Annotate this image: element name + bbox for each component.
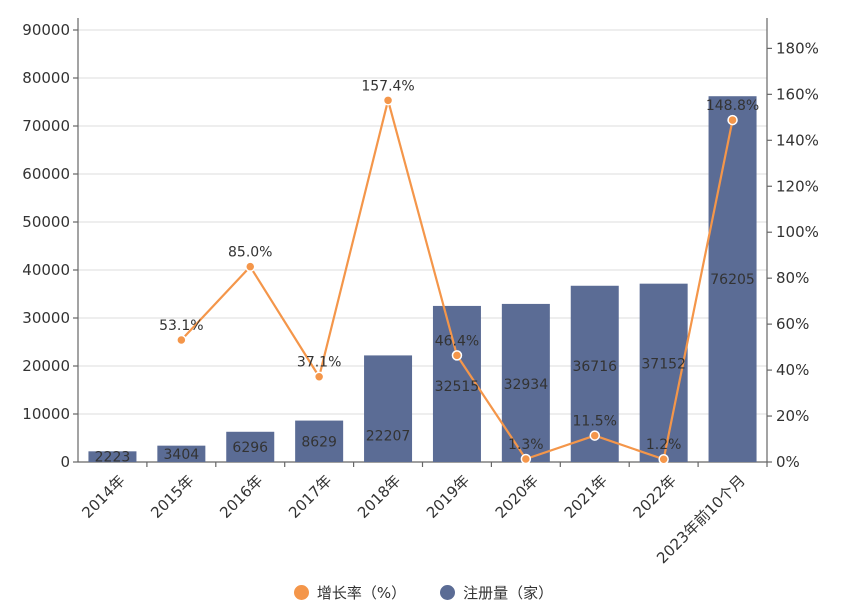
growth-rate-point xyxy=(451,350,463,361)
left-axis-tick-label: 0 xyxy=(60,453,70,471)
growth-rate-point xyxy=(589,430,600,441)
growth-rate-point xyxy=(382,95,394,106)
left-axis-tick-label: 40000 xyxy=(22,261,70,279)
legend-swatch-growth-rate xyxy=(293,585,309,600)
growth-rate-label: 85.0% xyxy=(228,245,272,261)
growth-rate-label: 46.4% xyxy=(435,333,479,349)
right-axis-tick-label: 20% xyxy=(776,407,809,425)
x-axis-tick-label: 2014年 xyxy=(78,472,128,522)
bar-value-label: 32515 xyxy=(435,379,480,395)
combo-chart: 0 10000 20000 30000 40000 50000 60000 70000 8000… xyxy=(22,18,819,567)
x-axis-tick-label: 2015年 xyxy=(147,472,197,522)
bar xyxy=(432,305,481,462)
bar xyxy=(639,283,688,462)
growth-rate-point xyxy=(520,453,532,465)
legend-item-growth-rate[interactable]: 增长率（%） xyxy=(293,582,407,603)
x-axis-tick-label: 2020年 xyxy=(492,472,542,522)
right-axis-tick-label: 100% xyxy=(776,223,819,241)
bar-value-label: 22207 xyxy=(366,428,411,444)
bar-value-label: 76205 xyxy=(710,272,755,288)
bar xyxy=(88,451,137,462)
bar-value-label: 36716 xyxy=(572,359,617,375)
bar xyxy=(226,431,275,462)
left-axis-tick-label: 20000 xyxy=(22,357,70,375)
growth-rate-label: 148.8% xyxy=(706,98,759,114)
growth-rate-label: 157.4% xyxy=(361,78,414,94)
right-axis-tick-label: 140% xyxy=(776,131,819,149)
x-axis-tick-label: 2022年 xyxy=(630,472,680,522)
growth-rate-label: 11.5% xyxy=(573,414,617,430)
left-axis-tick-label: 80000 xyxy=(22,69,70,87)
bar-value-label: 2223 xyxy=(95,450,131,466)
x-axis-tick-label: 2021年 xyxy=(561,472,611,522)
bar-value-label: 32934 xyxy=(504,377,549,393)
growth-rate-label: 37.1% xyxy=(297,355,341,371)
left-axis-tick-label: 90000 xyxy=(22,21,70,39)
right-axis-tick-label: 80% xyxy=(776,269,809,287)
x-axis-tick-label: 2018年 xyxy=(354,472,404,522)
x-axis-tick-label: 2017年 xyxy=(285,472,335,522)
legend-item-registrations[interactable]: 注册量（家） xyxy=(440,582,553,603)
legend-label-registrations: 注册量（家） xyxy=(463,584,554,602)
right-axis-tick-label: 40% xyxy=(776,361,809,379)
chart-legend: 增长率（%） 注册量（家） xyxy=(0,582,847,603)
right-axis-tick-label: 160% xyxy=(776,85,819,103)
bar xyxy=(157,445,206,462)
legend-label-growth-rate: 增长率（%） xyxy=(316,584,407,602)
left-axis-tick-label: 10000 xyxy=(22,405,70,423)
legend-swatch-registrations xyxy=(440,585,456,600)
growth-rate-point xyxy=(727,114,738,126)
right-axis-tick-label: 120% xyxy=(776,177,819,195)
left-axis-tick-label: 50000 xyxy=(22,213,70,231)
bar xyxy=(295,420,344,462)
bar xyxy=(364,355,413,462)
right-axis-tick-label: 60% xyxy=(776,315,809,333)
right-axis-tick-label: 0% xyxy=(776,453,800,471)
left-axis-tick-label: 30000 xyxy=(22,309,70,327)
growth-rate-point xyxy=(313,371,325,382)
bar-value-label: 8629 xyxy=(301,434,337,450)
left-axis-tick-label: 60000 xyxy=(22,165,70,183)
x-axis-tick-label: 2019年 xyxy=(423,472,473,522)
growth-rate-label: 1.3% xyxy=(508,437,544,453)
bar xyxy=(708,96,757,462)
growth-rate-label: 53.1% xyxy=(159,318,203,334)
bar-value-label: 3404 xyxy=(164,447,200,463)
growth-rate-label: 1.2% xyxy=(646,437,682,453)
growth-rate-point xyxy=(176,334,187,346)
right-axis-tick-label: 180% xyxy=(776,39,819,57)
left-axis-tick-label: 70000 xyxy=(22,117,70,135)
x-axis-tick-label: 2016年 xyxy=(216,472,266,522)
growth-rate-point xyxy=(658,453,669,465)
bar-value-label: 37152 xyxy=(641,357,686,373)
growth-rate-point xyxy=(245,261,256,272)
bar-value-label: 6296 xyxy=(232,440,268,456)
